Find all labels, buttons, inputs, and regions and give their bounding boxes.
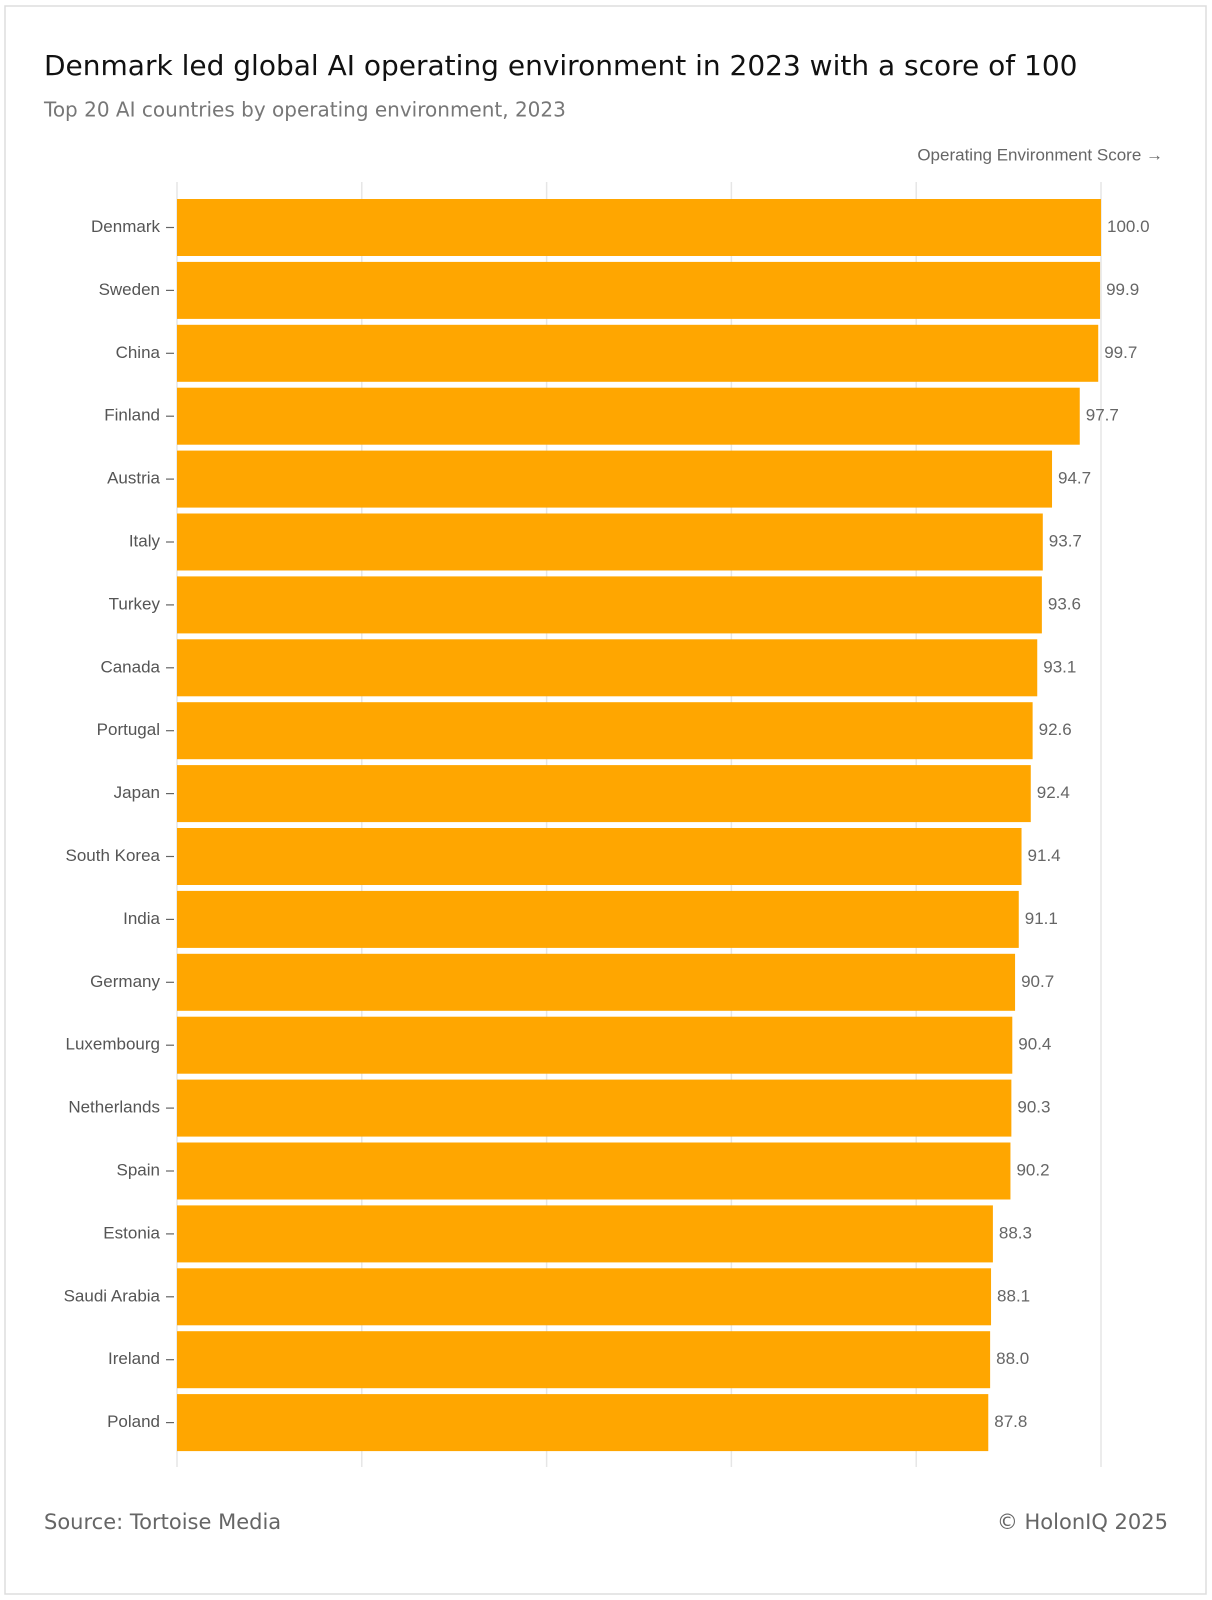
bar xyxy=(177,324,1099,382)
data-label: 90.2 xyxy=(1016,1160,1049,1179)
data-label: 91.1 xyxy=(1025,909,1058,928)
y-tick-label: Italy xyxy=(129,531,161,550)
y-tick-label: Luxembourg xyxy=(65,1035,160,1054)
y-tick-label: India xyxy=(123,909,160,928)
bar xyxy=(177,1205,993,1263)
data-label: 94.7 xyxy=(1058,469,1091,488)
y-tick-label: Sweden xyxy=(99,280,160,299)
data-label: 93.6 xyxy=(1048,594,1081,613)
bar xyxy=(177,261,1101,319)
y-tick-label: Germany xyxy=(90,972,160,991)
bar xyxy=(177,1142,1011,1200)
y-tick-label: Poland xyxy=(107,1412,160,1431)
data-label: 88.1 xyxy=(997,1286,1030,1305)
y-tick-label: Denmark xyxy=(91,217,160,236)
bar xyxy=(177,1331,991,1389)
data-label: 100.0 xyxy=(1107,217,1150,236)
bar xyxy=(177,1079,1012,1137)
data-label: 90.4 xyxy=(1018,1035,1051,1054)
x-axis-label: Operating Environment Score → xyxy=(917,145,1163,164)
y-tick-label: Saudi Arabia xyxy=(64,1286,161,1305)
y-tick-label: China xyxy=(116,343,161,362)
data-label: 92.4 xyxy=(1037,783,1070,802)
bar xyxy=(177,702,1033,760)
chart-subtitle: Top 20 AI countries by operating environ… xyxy=(43,98,566,122)
bar xyxy=(177,576,1042,634)
bar xyxy=(177,450,1053,508)
data-label: 92.6 xyxy=(1039,720,1072,739)
credit: © HolonIQ 2025 xyxy=(997,1510,1168,1534)
bar xyxy=(177,199,1101,256)
y-tick-label: Finland xyxy=(104,406,160,425)
y-tick-label: South Korea xyxy=(65,846,160,865)
bar xyxy=(177,953,1016,1011)
data-label: 88.3 xyxy=(999,1223,1032,1242)
frame xyxy=(4,5,1207,1595)
y-tick-label: Spain xyxy=(117,1160,160,1179)
bar xyxy=(177,890,1019,948)
y-tick-label: Estonia xyxy=(103,1223,160,1242)
data-label: 88.0 xyxy=(996,1349,1029,1368)
data-label: 99.7 xyxy=(1104,343,1137,362)
bar xyxy=(177,828,1022,885)
y-tick-label: Portugal xyxy=(97,720,160,739)
data-label: 93.7 xyxy=(1049,531,1082,550)
bar xyxy=(177,387,1080,445)
bar xyxy=(177,1016,1013,1074)
data-label: 99.9 xyxy=(1106,280,1139,299)
bar xyxy=(177,513,1043,571)
data-label: 87.8 xyxy=(994,1412,1027,1431)
data-label: 90.3 xyxy=(1017,1098,1050,1117)
y-tick-label: Austria xyxy=(107,469,160,488)
data-label: 90.7 xyxy=(1021,972,1054,991)
y-tick-label: Turkey xyxy=(109,594,161,613)
data-label: 91.4 xyxy=(1028,846,1061,865)
bar xyxy=(177,1394,989,1452)
bar xyxy=(177,765,1031,823)
bar xyxy=(177,1268,992,1326)
y-tick-label: Canada xyxy=(100,657,160,676)
y-tick-label: Netherlands xyxy=(68,1098,160,1117)
data-label: 97.7 xyxy=(1086,406,1119,425)
bar xyxy=(177,639,1038,697)
y-tick-label: Japan xyxy=(114,783,160,802)
chart-title: Denmark led global AI operating environm… xyxy=(44,49,1078,82)
source: Source: Tortoise Media xyxy=(44,1510,281,1534)
y-tick-label: Ireland xyxy=(108,1349,160,1368)
data-label: 93.1 xyxy=(1043,657,1076,676)
